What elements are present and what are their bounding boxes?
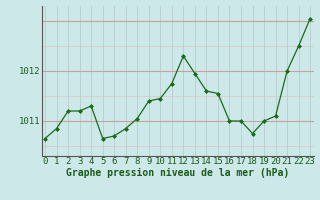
X-axis label: Graphe pression niveau de la mer (hPa): Graphe pression niveau de la mer (hPa) — [66, 168, 289, 178]
